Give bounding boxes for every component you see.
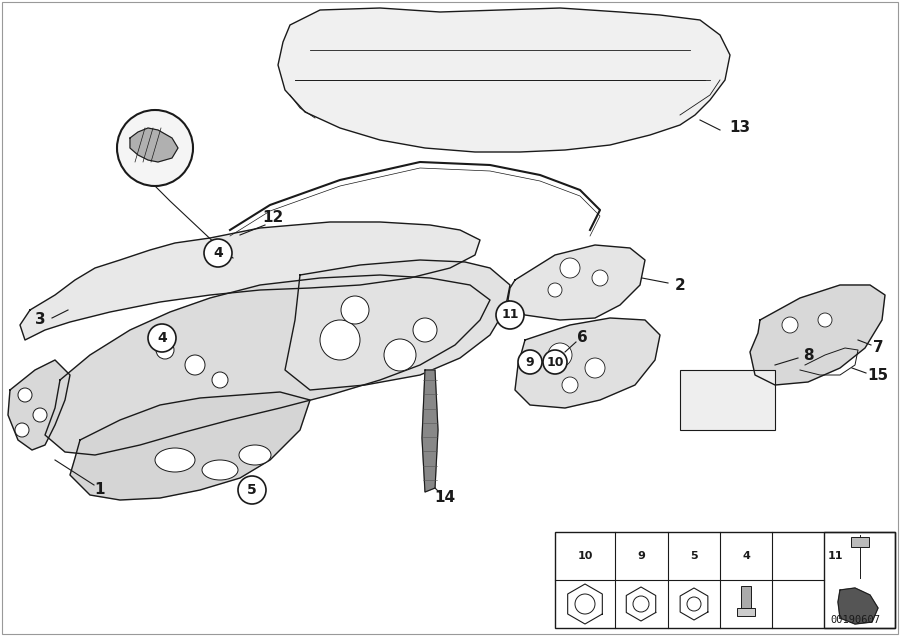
Circle shape [15,423,29,437]
Ellipse shape [155,448,195,472]
Circle shape [341,296,369,324]
Text: 9: 9 [526,356,535,368]
Text: 3: 3 [35,312,45,328]
Text: 7: 7 [873,340,883,356]
Circle shape [592,270,608,286]
Circle shape [384,339,416,371]
Circle shape [548,343,572,367]
Text: 5: 5 [248,483,256,497]
Circle shape [585,358,605,378]
Bar [851,537,869,547]
Circle shape [633,596,649,612]
Polygon shape [45,275,490,455]
Text: 4: 4 [742,551,750,561]
Circle shape [575,594,595,614]
Polygon shape [750,285,885,385]
Polygon shape [20,222,480,340]
Text: 8: 8 [803,347,814,363]
Circle shape [204,239,232,267]
Text: 14: 14 [435,490,455,506]
Circle shape [543,350,567,374]
Text: 00190607: 00190607 [830,615,880,625]
Polygon shape [626,587,656,621]
Polygon shape [422,370,438,492]
Polygon shape [515,318,660,408]
Bar [555,532,895,628]
Text: 1: 1 [94,483,105,497]
Polygon shape [508,245,645,320]
Text: 12: 12 [263,211,284,226]
Text: 10: 10 [546,356,563,368]
Circle shape [818,313,832,327]
Circle shape [687,597,701,611]
Ellipse shape [239,445,271,465]
Polygon shape [285,260,510,390]
Polygon shape [70,392,310,500]
Circle shape [185,355,205,375]
Bar [741,586,751,608]
Circle shape [117,110,193,186]
Ellipse shape [202,460,238,480]
Text: 11: 11 [501,308,518,322]
Circle shape [33,408,47,422]
Polygon shape [130,128,178,162]
Text: 13: 13 [729,120,751,135]
Circle shape [156,341,174,359]
Circle shape [413,318,437,342]
Polygon shape [838,588,878,624]
Circle shape [562,377,578,393]
Circle shape [548,283,562,297]
Polygon shape [680,588,708,620]
Circle shape [518,350,542,374]
Circle shape [238,476,266,504]
Polygon shape [568,584,602,624]
Text: 4: 4 [158,331,166,345]
Polygon shape [8,360,70,450]
Circle shape [496,301,524,329]
Circle shape [212,372,228,388]
Text: 4: 4 [213,246,223,260]
Circle shape [560,258,580,278]
Text: 6: 6 [577,331,588,345]
Text: 11: 11 [827,551,842,561]
Circle shape [320,320,360,360]
Text: 9: 9 [637,551,645,561]
Bar [824,532,895,628]
Text: 10: 10 [577,551,593,561]
Text: 5: 5 [690,551,698,561]
Circle shape [148,324,176,352]
Text: 2: 2 [675,277,686,293]
Circle shape [782,317,798,333]
Circle shape [18,388,32,402]
Polygon shape [278,8,730,152]
Bar [737,608,755,616]
Text: 15: 15 [868,368,888,382]
Bar [680,370,775,430]
